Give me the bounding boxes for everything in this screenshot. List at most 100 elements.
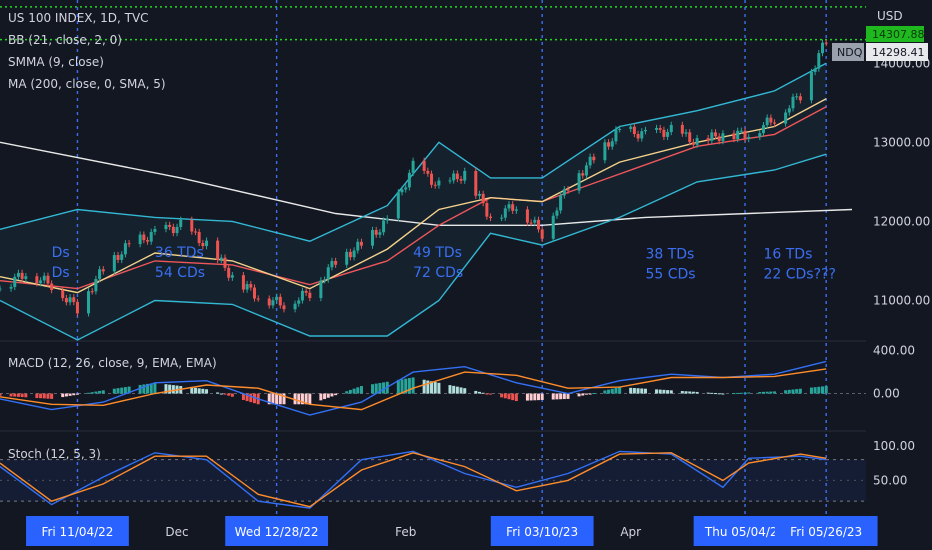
macd-hist-bar-127	[658, 389, 662, 394]
candle-body-58	[300, 290, 304, 301]
candle-body-159	[820, 42, 824, 54]
macd-hist-bar-139	[717, 393, 721, 395]
macd-hist-bar-31	[164, 384, 168, 394]
macd-hist-bar-156	[809, 387, 813, 394]
candle-body-62	[323, 279, 327, 281]
candle-body-113	[584, 165, 588, 176]
candle-body-149	[769, 117, 773, 123]
macd-hist-bar-96	[500, 393, 504, 398]
candle-body-56	[293, 303, 297, 310]
time-label-3: Feb	[395, 525, 416, 539]
macd-hist-bar-159	[820, 386, 824, 394]
macd-hist-bar-125	[643, 388, 647, 394]
macd-label: MACD (12, 26, close, 9, EMA, EMA)	[8, 356, 217, 370]
macd-hist-bar-130	[669, 390, 673, 394]
macd-hist-bar-150	[773, 391, 777, 394]
macd-hist-bar-44	[227, 393, 231, 396]
macd-hist-bar-15	[75, 393, 79, 395]
annotation-3-line-1: 55 CDs	[645, 267, 695, 283]
candle-body-59	[304, 290, 308, 293]
candle-body-89	[459, 179, 463, 181]
candle-body-45	[230, 275, 234, 278]
candle-body-154	[795, 96, 799, 98]
candle-body-42	[219, 257, 223, 260]
candle-body-4	[20, 272, 24, 279]
macd-hist-bar-128	[662, 389, 666, 394]
candle-body-100	[514, 209, 518, 211]
candle-body-35	[179, 219, 183, 227]
chart-title: US 100 INDEX, 1D, TVC	[8, 11, 149, 25]
candle-body-150	[773, 122, 777, 124]
candle-body-87	[452, 173, 456, 181]
macd-hist-bar-102	[529, 393, 533, 401]
candle-body-86	[448, 180, 452, 182]
macd-hist-bar-3	[16, 393, 20, 397]
stoch-panel	[0, 450, 827, 509]
candle-body-50	[256, 298, 260, 300]
macd-hist-bar-9	[46, 393, 50, 399]
candle-body-5	[24, 276, 28, 279]
candle-body-106	[551, 215, 555, 239]
candle-body-41	[216, 240, 220, 260]
candle-body-55	[282, 305, 286, 310]
macd-hist-bar-67	[348, 389, 352, 394]
candle-body-14	[72, 297, 76, 303]
macd-hist-bar-157	[813, 387, 817, 394]
candle-body-3	[16, 272, 20, 277]
time-label-box-2	[225, 516, 329, 546]
candle-body-112	[581, 173, 585, 176]
macd-hist-bar-120	[618, 387, 622, 394]
macd-hist-bar-42	[219, 393, 223, 395]
macd-hist-bar-144	[743, 392, 747, 394]
candle-body-82	[426, 170, 430, 174]
candle-body-90	[463, 170, 467, 181]
candle-body-142	[736, 130, 740, 140]
macd-hist-bar-90	[463, 388, 467, 394]
candle-body-111	[577, 173, 581, 191]
macd-hist-bar-104	[536, 393, 540, 401]
macd-hist-bar-151	[784, 390, 788, 394]
macd-hist-bar-138	[714, 393, 718, 395]
macd-hist-bar-155	[798, 388, 802, 394]
macd-line-signal	[0, 368, 827, 411]
macd-hist-bar-93	[481, 392, 485, 394]
time-label-box-0	[26, 516, 129, 546]
candle-body-57	[297, 300, 301, 304]
alert-price-tag	[866, 26, 924, 42]
candle-body-93	[481, 193, 485, 204]
macd-hist-bar-81	[422, 379, 426, 394]
candle-body-77	[400, 189, 404, 193]
macd-hist-bar-154	[795, 389, 799, 394]
macd-hist-bar-89	[459, 387, 463, 394]
macd-hist-bar-61	[319, 393, 323, 401]
candle-body-26	[138, 234, 142, 245]
stoch-line-d	[0, 452, 827, 508]
macd-hist-bar-105	[540, 393, 544, 400]
candle-body-116	[603, 142, 607, 161]
candle-body-129	[666, 131, 670, 137]
price-axis-background	[866, 0, 932, 515]
series-line-bb_upper	[0, 62, 827, 242]
macd-hist-bar-142	[736, 392, 740, 394]
macd-hist-bar-6	[35, 393, 39, 398]
macd-hist-bar-14	[72, 393, 76, 396]
macd-hist-bar-66	[345, 391, 349, 394]
candle-body-74	[382, 220, 386, 233]
candle-body-11	[61, 290, 65, 299]
candle-body-64	[330, 260, 334, 268]
candle-body-28	[146, 240, 150, 242]
macd-hist-bar-129	[666, 390, 670, 394]
candle-body-27	[142, 234, 146, 241]
candle-body-152	[787, 108, 791, 113]
macd-hist-bar-79	[407, 378, 411, 394]
candle-body-91	[474, 170, 478, 196]
macd-hist-bar-55	[282, 393, 286, 405]
candle-body-114	[588, 156, 592, 166]
annotation-1-line-0: 36 TDs	[155, 245, 204, 261]
macd-hist-bar-2	[13, 393, 17, 397]
candle-body-98	[507, 204, 511, 209]
time-label-4: Fri 03/10/23	[506, 525, 578, 539]
macd-hist-bar-80	[411, 377, 415, 394]
candle-body-72	[374, 230, 378, 235]
time-label-2: Wed 12/28/22	[235, 525, 319, 539]
